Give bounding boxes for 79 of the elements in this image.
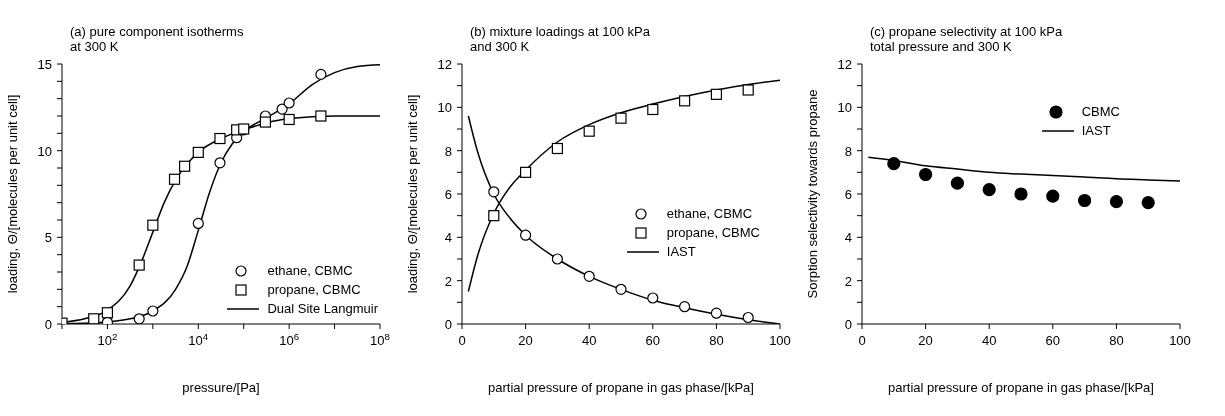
y-tick-label: 10 — [437, 100, 452, 116]
point — [1014, 187, 1028, 201]
legend-label: ethane, CBMC — [666, 206, 753, 221]
point — [950, 176, 964, 190]
chart-title: (c) propane selectivity at 100 kPa total pressure and 300 K — [870, 24, 1064, 54]
y-tick-label: 8 — [844, 143, 852, 159]
y-tick-label: 6 — [444, 187, 452, 202]
x-tick-label: 40 — [981, 333, 997, 348]
y-tick-label: 2 — [444, 273, 452, 289]
legend-label: propane, CBMC — [666, 225, 760, 240]
x-tick-label: 80 — [1109, 333, 1124, 348]
point — [551, 253, 563, 265]
y-axis-title: loading, Θ/[molecules per unit cell] — [4, 94, 20, 294]
x-tick-label: 20 — [518, 333, 533, 348]
point — [887, 157, 901, 171]
x-tick-label: 80 — [709, 333, 724, 348]
y-tick-label: 6 — [844, 187, 852, 202]
y-tick-label: 12 — [837, 57, 852, 72]
y-tick-label: 10 — [837, 100, 852, 116]
point — [488, 186, 500, 198]
x-tick-label: 10$^{4}$ — [188, 330, 209, 348]
y-tick-label: 0 — [444, 317, 452, 332]
legend-label: IAST — [666, 244, 696, 259]
line-series — [867, 156, 1180, 182]
point — [679, 95, 691, 107]
point — [742, 311, 754, 324]
point — [647, 292, 659, 304]
y-tick-label: 8 — [444, 143, 452, 159]
x-tick-label: 10$^{6}$ — [279, 330, 300, 348]
point — [679, 301, 691, 313]
legend-label: IAST — [1081, 123, 1111, 138]
point — [583, 270, 595, 282]
x-axis-title: pressure/[Pa] — [182, 380, 260, 395]
y-tick-label: 12 — [437, 57, 452, 72]
x-tick-label: 60 — [645, 333, 661, 348]
chart-title: (b) mixture loadings at 100 kPa and 300 K — [470, 24, 651, 54]
legend-label: ethane, CBMC — [267, 263, 353, 278]
x-tick-label: 100 — [1169, 333, 1191, 348]
x-tick-label: 0 — [858, 333, 866, 348]
point — [742, 84, 754, 96]
y-tick-label: 15 — [37, 57, 52, 72]
point — [551, 142, 563, 155]
x-tick-label: 10$^{8}$ — [370, 330, 390, 348]
point — [615, 283, 627, 295]
y-tick-label: 2 — [844, 273, 852, 289]
x-tick-label: 40 — [581, 333, 597, 348]
point — [710, 88, 722, 100]
point — [1109, 194, 1123, 209]
point — [710, 307, 722, 319]
chart-title: (a) pure component isotherms at 300 K — [70, 24, 245, 54]
point — [520, 229, 532, 241]
y-tick-label: 4 — [444, 230, 452, 246]
y-tick-label: 0 — [44, 317, 52, 332]
x-axis-title: partial pressure of propane in gas phase/[kPa] — [488, 380, 754, 395]
y-axis-title: loading, Θ/[molecules per unit cell] — [404, 94, 420, 294]
point — [520, 166, 532, 178]
y-tick-label: 5 — [44, 230, 52, 246]
point — [982, 183, 996, 197]
y-axis-title: Sorption selectivity towards propane — [804, 89, 820, 299]
x-tick-label: 100 — [769, 333, 791, 348]
legend-label: Dual Site Langmuir — [267, 301, 378, 316]
y-tick-label: 4 — [844, 230, 852, 246]
x-tick-label: 60 — [1045, 333, 1061, 348]
y-tick-label: 0 — [844, 317, 852, 332]
point — [488, 210, 500, 222]
point — [1046, 189, 1060, 203]
x-tick-label: 20 — [918, 333, 933, 348]
legend-label: CBMC — [1081, 104, 1120, 119]
point — [647, 103, 659, 116]
legend-label: propane, CBMC — [267, 282, 361, 297]
point — [1078, 193, 1092, 208]
x-axis-title: partial pressure of propane in gas phase/[kPa] — [888, 380, 1154, 395]
y-tick-label: 10 — [37, 143, 52, 159]
point — [615, 112, 627, 124]
point — [919, 167, 933, 182]
x-tick-label: 0 — [458, 333, 466, 348]
point — [583, 125, 595, 137]
x-tick-label: 10$^{2}$ — [97, 330, 118, 348]
point — [1141, 196, 1155, 210]
